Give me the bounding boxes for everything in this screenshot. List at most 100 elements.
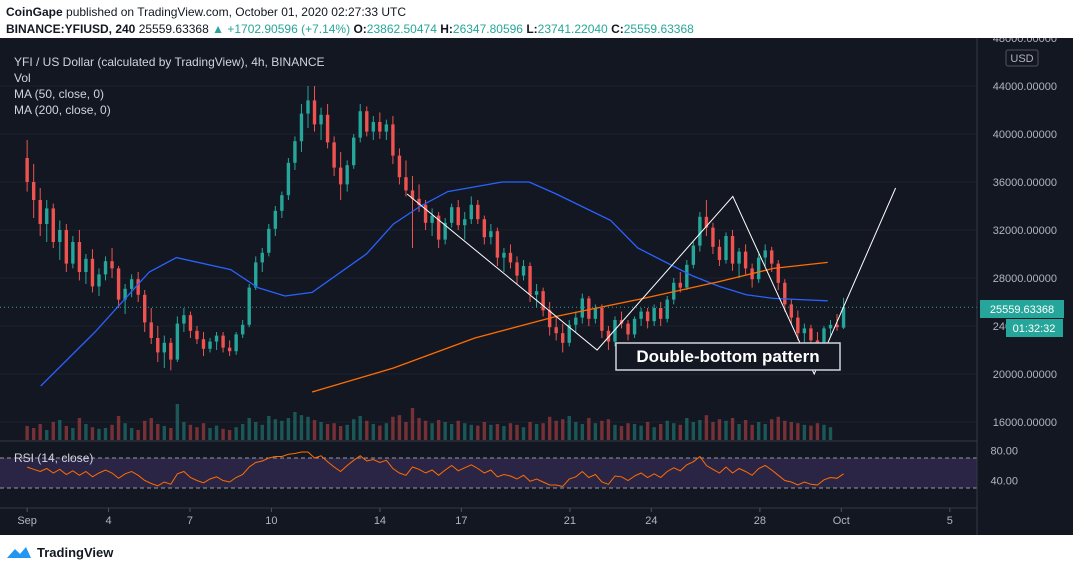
volume-bar bbox=[103, 428, 108, 440]
candle-body bbox=[338, 167, 343, 185]
candle-body bbox=[698, 216, 702, 246]
candle-body bbox=[188, 315, 193, 331]
last-price-label: 25559.63368 bbox=[990, 304, 1054, 316]
volume-bar bbox=[534, 424, 539, 440]
publisher-name[interactable]: CoinGape bbox=[6, 5, 63, 19]
volume-bar bbox=[717, 419, 722, 440]
volume-bar bbox=[116, 416, 121, 440]
volume-bar bbox=[267, 416, 271, 440]
ma200-line bbox=[311, 261, 828, 393]
legend-ma200: MA (200, close, 0) bbox=[14, 103, 111, 117]
candle-body bbox=[691, 245, 696, 265]
volume-bar bbox=[704, 415, 709, 440]
candle-body bbox=[332, 142, 336, 168]
candle-body bbox=[463, 219, 467, 226]
candle-body bbox=[809, 328, 813, 341]
open-label: O: bbox=[353, 22, 367, 36]
candle-body bbox=[384, 124, 389, 132]
volume-bar bbox=[208, 428, 212, 440]
candle-body bbox=[783, 282, 787, 305]
candle-body bbox=[561, 333, 565, 343]
volume-bar bbox=[45, 430, 49, 440]
candle-body bbox=[58, 230, 62, 242]
volume-bar bbox=[652, 427, 656, 440]
candle-body bbox=[182, 315, 186, 324]
volume-bar bbox=[561, 419, 565, 440]
time-axis[interactable]: Sep 4 7 10 14 17 21 24 28 Oct 5 bbox=[0, 507, 977, 527]
volume-bar bbox=[338, 426, 343, 440]
volume-bar bbox=[430, 423, 434, 440]
candle-body bbox=[515, 262, 519, 276]
candle-body bbox=[587, 298, 591, 319]
volume-bar bbox=[97, 428, 101, 440]
candle-body bbox=[828, 324, 833, 329]
candle-body bbox=[260, 252, 264, 263]
candle-body bbox=[495, 231, 500, 258]
volume-bar bbox=[828, 427, 833, 440]
volume-bar bbox=[90, 427, 95, 440]
volume-bar bbox=[410, 408, 415, 440]
candle-body bbox=[423, 204, 428, 223]
volume-bar bbox=[743, 420, 748, 440]
candle-body bbox=[521, 266, 526, 276]
volume-bar bbox=[449, 424, 454, 440]
legend-vol: Vol bbox=[14, 71, 31, 85]
price-axis[interactable]: 48000.00000 44000.00000 40000.00000 36000.0… bbox=[976, 38, 1073, 535]
candle-body bbox=[770, 250, 774, 264]
legend: YFI / US Dollar (calculated by TradingVi… bbox=[14, 55, 325, 465]
volume-bar bbox=[417, 418, 421, 440]
currency-badge[interactable] bbox=[1005, 49, 1039, 67]
volume-bar bbox=[600, 420, 604, 440]
volume-bar bbox=[423, 420, 428, 440]
candle-body bbox=[51, 208, 55, 242]
tradingview-footer[interactable]: TradingView bbox=[6, 542, 113, 562]
volume-bar bbox=[476, 425, 480, 440]
price-chart[interactable]: Double-bottom pattern YFI / US Dollar (c… bbox=[0, 38, 1073, 535]
candle-body bbox=[136, 279, 140, 295]
price-tick-label: 40000.00000 bbox=[993, 129, 1057, 141]
time-tick-label: 4 bbox=[105, 515, 111, 527]
volume-bar bbox=[201, 423, 206, 440]
candle-body bbox=[352, 137, 356, 166]
close-label: C: bbox=[611, 22, 624, 36]
rsi-ticks: 80.00 40.00 bbox=[990, 446, 1018, 488]
candle-body bbox=[789, 304, 794, 318]
candle-body bbox=[345, 165, 349, 185]
currency-label: USD bbox=[1010, 53, 1033, 65]
candle-body bbox=[312, 100, 317, 125]
candle-body bbox=[221, 335, 225, 348]
candle-body bbox=[456, 207, 460, 226]
candle-body bbox=[626, 323, 630, 335]
price-tick-label: 44000.00000 bbox=[993, 81, 1057, 93]
pattern-drawing[interactable] bbox=[406, 187, 897, 376]
volume-bar bbox=[750, 424, 754, 440]
volume-bar bbox=[502, 426, 506, 440]
chart-title: YFI / US Dollar (calculated by TradingVi… bbox=[14, 55, 325, 69]
volume-bar bbox=[175, 404, 180, 440]
time-tick-label: 7 bbox=[187, 515, 193, 527]
volume-bar bbox=[730, 418, 735, 440]
volume-bar bbox=[31, 428, 36, 440]
candle-body bbox=[208, 341, 212, 349]
pattern-annotation[interactable]: Double-bottom pattern bbox=[615, 342, 841, 371]
candle-body bbox=[156, 338, 160, 353]
volume-bar bbox=[626, 423, 630, 440]
legend-ma50: MA (50, close, 0) bbox=[14, 87, 104, 101]
volume-bar bbox=[796, 423, 800, 440]
annotation-box bbox=[615, 342, 841, 371]
volume-bar bbox=[352, 419, 356, 440]
volume-bar bbox=[58, 420, 62, 440]
volume-bar bbox=[802, 424, 807, 440]
candle-body bbox=[195, 330, 199, 340]
candle-body bbox=[365, 111, 369, 132]
candle-body bbox=[796, 317, 800, 334]
candle-body bbox=[443, 222, 447, 240]
volume-bar bbox=[188, 424, 193, 440]
candle-body bbox=[371, 122, 376, 132]
volume-bar bbox=[613, 424, 617, 440]
volume-bar bbox=[809, 425, 813, 440]
low-value: 23741.22040 bbox=[537, 22, 608, 36]
volume-bar bbox=[567, 416, 571, 440]
volume-bar bbox=[489, 424, 493, 440]
candle-body bbox=[730, 236, 735, 264]
